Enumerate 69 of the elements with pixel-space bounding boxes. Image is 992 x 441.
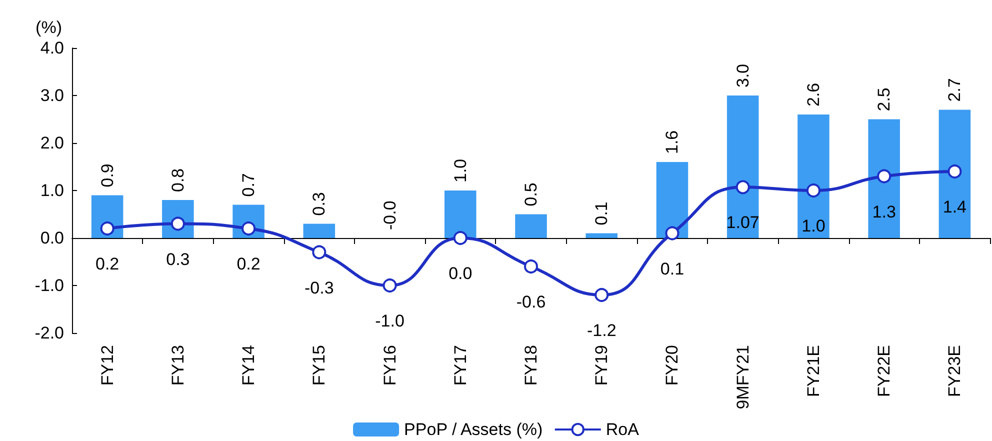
x-tick-label: FY20 — [662, 345, 682, 386]
legend-label: PPoP / Assets (%) — [404, 420, 543, 439]
bar — [303, 224, 336, 238]
data-label: -1.0 — [375, 312, 404, 330]
bar — [586, 233, 618, 238]
bar — [656, 162, 688, 238]
point — [806, 184, 820, 198]
y-axis-title: (%) — [36, 18, 62, 37]
data-label: 0.0 — [448, 264, 472, 283]
x-tick-label: FY14 — [239, 345, 258, 386]
data-label: 1.4 — [942, 198, 967, 216]
y-tick-label: 1.0 — [40, 181, 64, 200]
data-label: -0.3 — [304, 278, 334, 298]
point — [948, 164, 962, 178]
data-label: -0.6 — [516, 292, 546, 312]
point — [312, 245, 326, 260]
data-label: 1.0 — [802, 216, 826, 236]
data-label: 1.07 — [726, 213, 760, 232]
data-label: 0.2 — [236, 254, 260, 274]
x-tick-label: FY21E — [804, 345, 823, 397]
point — [524, 260, 538, 274]
bar — [798, 114, 830, 238]
x-tick-label: FY13 — [168, 345, 188, 386]
y-tick-label: 2.0 — [40, 134, 64, 152]
data-label: 0.1 — [592, 202, 612, 226]
data-label: 0.5 — [522, 182, 540, 206]
data-label: 2.7 — [945, 78, 964, 102]
y-tick-label: -1.0 — [34, 276, 64, 295]
y-tick-label: 4.0 — [40, 38, 64, 58]
data-label: 0.7 — [239, 173, 258, 197]
x-tick-label: FY19 — [592, 345, 612, 386]
point — [382, 278, 397, 292]
data-label: 1.3 — [872, 202, 896, 222]
x-tick-label: FY18 — [522, 345, 540, 386]
x-tick-label: FY22E — [874, 345, 894, 397]
point — [100, 222, 114, 236]
y-tick-label: 0.0 — [40, 228, 64, 248]
y-tick-label: -2.0 — [34, 324, 64, 342]
bar — [515, 214, 547, 238]
x-tick-label: FY17 — [450, 345, 470, 386]
x-tick-label: FY15 — [310, 345, 329, 386]
data-label: 2.6 — [804, 82, 823, 106]
legend-label: RoA — [606, 420, 640, 439]
point — [453, 231, 468, 245]
data-label: 1.0 — [450, 158, 470, 182]
x-tick-label: FY16 — [380, 345, 400, 386]
y-tick-label: 3.0 — [40, 86, 64, 105]
x-tick-label: FY12 — [98, 345, 117, 386]
point — [877, 169, 892, 184]
bar — [868, 119, 900, 238]
data-label: 0.3 — [310, 192, 329, 216]
x-tick-label: 9MFY21 — [733, 345, 752, 410]
data-label: 2.5 — [874, 88, 894, 112]
data-label: 3.0 — [733, 64, 752, 88]
data-label: -1.2 — [586, 321, 616, 340]
point — [594, 288, 609, 302]
bar — [444, 190, 476, 238]
data-label: 0.1 — [660, 259, 684, 278]
data-label: -0.0 — [380, 200, 400, 230]
data-label: 0.2 — [95, 254, 120, 274]
data-label: 0.9 — [98, 164, 117, 188]
bar — [726, 96, 759, 238]
point — [736, 180, 750, 194]
x-tick-label: FY23E — [945, 345, 964, 397]
data-label: 0.3 — [166, 250, 190, 269]
data-label: 0.8 — [168, 168, 188, 192]
point — [665, 226, 680, 240]
data-label: 1.6 — [662, 130, 682, 154]
bar — [938, 110, 971, 238]
